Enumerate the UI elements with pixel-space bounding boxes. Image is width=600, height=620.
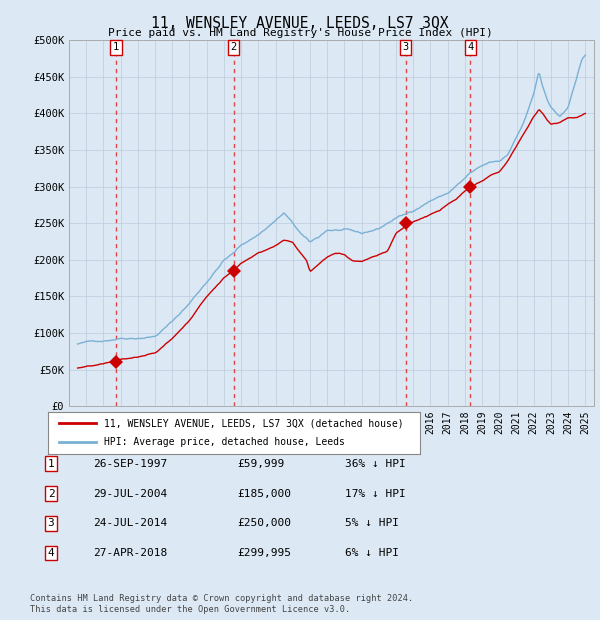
Text: 26-SEP-1997: 26-SEP-1997 bbox=[93, 459, 167, 469]
Text: 2: 2 bbox=[230, 42, 237, 52]
Text: 36% ↓ HPI: 36% ↓ HPI bbox=[345, 459, 406, 469]
Text: 6% ↓ HPI: 6% ↓ HPI bbox=[345, 548, 399, 558]
Text: 4: 4 bbox=[467, 42, 473, 52]
Text: 17% ↓ HPI: 17% ↓ HPI bbox=[345, 489, 406, 498]
Text: £59,999: £59,999 bbox=[237, 459, 284, 469]
Text: 2: 2 bbox=[47, 489, 55, 498]
Text: £299,995: £299,995 bbox=[237, 548, 291, 558]
Text: 3: 3 bbox=[47, 518, 55, 528]
Text: £185,000: £185,000 bbox=[237, 489, 291, 498]
Text: Contains HM Land Registry data © Crown copyright and database right 2024.
This d: Contains HM Land Registry data © Crown c… bbox=[30, 595, 413, 614]
Text: 4: 4 bbox=[47, 548, 55, 558]
Text: 11, WENSLEY AVENUE, LEEDS, LS7 3QX (detached house): 11, WENSLEY AVENUE, LEEDS, LS7 3QX (deta… bbox=[104, 418, 403, 428]
Text: 29-JUL-2004: 29-JUL-2004 bbox=[93, 489, 167, 498]
Text: 1: 1 bbox=[113, 42, 119, 52]
Text: 24-JUL-2014: 24-JUL-2014 bbox=[93, 518, 167, 528]
Text: 3: 3 bbox=[403, 42, 409, 52]
Text: 5% ↓ HPI: 5% ↓ HPI bbox=[345, 518, 399, 528]
Text: 11, WENSLEY AVENUE, LEEDS, LS7 3QX: 11, WENSLEY AVENUE, LEEDS, LS7 3QX bbox=[151, 16, 449, 30]
Text: 27-APR-2018: 27-APR-2018 bbox=[93, 548, 167, 558]
Text: HPI: Average price, detached house, Leeds: HPI: Average price, detached house, Leed… bbox=[104, 438, 344, 448]
Text: £250,000: £250,000 bbox=[237, 518, 291, 528]
Text: 1: 1 bbox=[47, 459, 55, 469]
Text: Price paid vs. HM Land Registry's House Price Index (HPI): Price paid vs. HM Land Registry's House … bbox=[107, 28, 493, 38]
